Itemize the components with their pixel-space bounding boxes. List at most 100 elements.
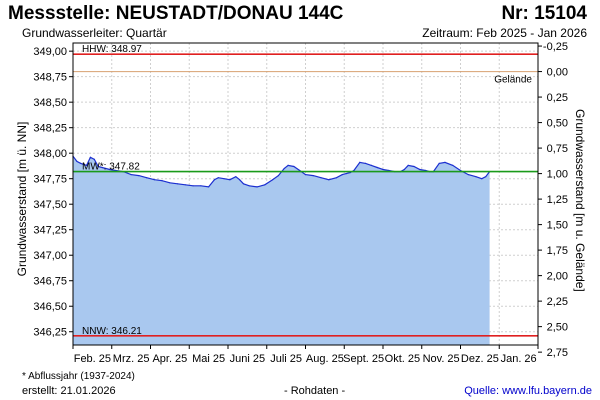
data-point: [80, 162, 82, 164]
x-tick-label: Aug. 25: [306, 353, 344, 365]
reference-label: Gelände: [494, 75, 532, 86]
data-point: [345, 173, 347, 175]
data-point: [403, 168, 405, 171]
data-point: [419, 168, 421, 171]
data-point: [341, 174, 343, 176]
source-link[interactable]: Quelle: www.lfu.bayern.de: [464, 385, 592, 397]
data-point: [184, 184, 186, 186]
data-point: [376, 166, 378, 169]
data-point: [200, 185, 202, 187]
data-point: [485, 176, 487, 178]
data-point: [177, 183, 179, 185]
reference-label: HHW: 348.97: [82, 44, 142, 55]
data-point: [208, 186, 210, 188]
data-point: [97, 165, 99, 168]
data-point: [407, 164, 409, 166]
data-point: [235, 176, 237, 178]
y-tick-label-right: 2,00: [547, 271, 568, 283]
x-tick-label: Mai 25: [192, 353, 225, 365]
data-point: [256, 186, 258, 188]
data-point: [153, 179, 155, 181]
footnote: * Abflussjahr (1937-2024): [22, 371, 135, 382]
data-point: [452, 164, 454, 166]
data-point: [370, 164, 372, 166]
y-tick-label-left: 347,75: [33, 174, 67, 186]
x-tick-label: Feb. 25: [74, 353, 111, 365]
data-point: [481, 178, 483, 180]
water-level-area: [73, 156, 490, 345]
data-point: [335, 177, 338, 179]
data-point: [242, 183, 245, 185]
x-tick-label: Nov. 25: [423, 353, 460, 365]
data-point: [438, 162, 440, 164]
data-point: [239, 179, 241, 181]
y-tick-label-left: 347,25: [33, 225, 67, 237]
y-tick-label-left: 346,25: [33, 327, 67, 339]
y-tick-label-left: 346,75: [33, 276, 67, 288]
x-tick-label: Juni 25: [230, 353, 265, 365]
y-tick-label-right: 1,00: [547, 169, 568, 181]
y-tick-label-left: 347,00: [33, 250, 67, 262]
data-point: [304, 174, 307, 176]
data-point: [475, 176, 477, 178]
data-point: [101, 166, 103, 169]
page-title: Messstelle: NEUSTADT/DONAU 144C: [8, 3, 344, 24]
data-point: [169, 182, 171, 184]
x-tick-label: Sept. 25: [343, 353, 384, 365]
data-point: [86, 164, 88, 166]
y-tick-label-right: -0,25: [543, 41, 568, 53]
data-point: [161, 180, 163, 182]
y-tick-label-left: 348,25: [33, 123, 67, 135]
data-point: [229, 179, 231, 181]
data-point: [192, 185, 194, 187]
data-point: [272, 179, 274, 181]
data-point: [89, 156, 91, 158]
created-date: erstellt: 21.01.2026: [22, 385, 116, 397]
data-point: [217, 177, 219, 179]
y-tick-label-right: 0,25: [547, 92, 568, 104]
data-point: [93, 158, 95, 160]
data-point: [467, 174, 469, 176]
data-point: [130, 174, 132, 176]
reference-label: NNW: 346.21: [82, 326, 142, 337]
station-number: Nr: 15104: [501, 3, 587, 24]
data-point: [109, 168, 111, 171]
data-point: [320, 177, 322, 179]
data-point: [248, 185, 250, 187]
data-point: [223, 178, 225, 180]
data-point: [382, 168, 384, 171]
y-tick-label-left: 348,50: [33, 97, 67, 109]
y-tick-label-right: 2,75: [547, 347, 568, 359]
y-tick-label-right: 0,50: [547, 118, 568, 130]
x-tick-label: Juli 25: [270, 353, 302, 365]
y-tick-label-left: 347,50: [33, 199, 67, 211]
data-point: [146, 177, 148, 179]
data-point: [105, 167, 107, 170]
x-tick-label: Apr. 25: [152, 353, 187, 365]
y-tick-label-right: 1,50: [547, 220, 568, 232]
y-tick-label-right: 1,75: [547, 245, 568, 257]
reference-label: MW*: 347.82: [82, 162, 140, 173]
data-point: [312, 175, 314, 177]
x-tick-label: Jan. 26: [501, 353, 537, 365]
data-point: [328, 179, 330, 181]
data-point: [264, 184, 266, 186]
aquifer-label: Grundwasserleiter: Quartär: [22, 26, 167, 40]
x-tick-label: Mrz. 25: [113, 353, 150, 365]
data-point: [293, 165, 295, 168]
data-point: [287, 164, 289, 166]
data-point: [359, 161, 361, 163]
raw-data-note: - Rohdaten -: [284, 385, 346, 397]
x-tick-label: Dez. 25: [461, 353, 499, 365]
data-point: [76, 160, 78, 162]
data-point: [444, 161, 446, 163]
y-tick-label-left: 348,00: [33, 148, 67, 160]
data-point: [365, 162, 367, 164]
data-point: [213, 179, 215, 181]
data-point: [138, 175, 140, 177]
y-tick-label-right: 1,25: [547, 194, 568, 206]
y-tick-label-left: 346,50: [33, 301, 67, 313]
y-tick-label-right: 2,50: [547, 322, 568, 334]
data-point: [277, 175, 279, 177]
